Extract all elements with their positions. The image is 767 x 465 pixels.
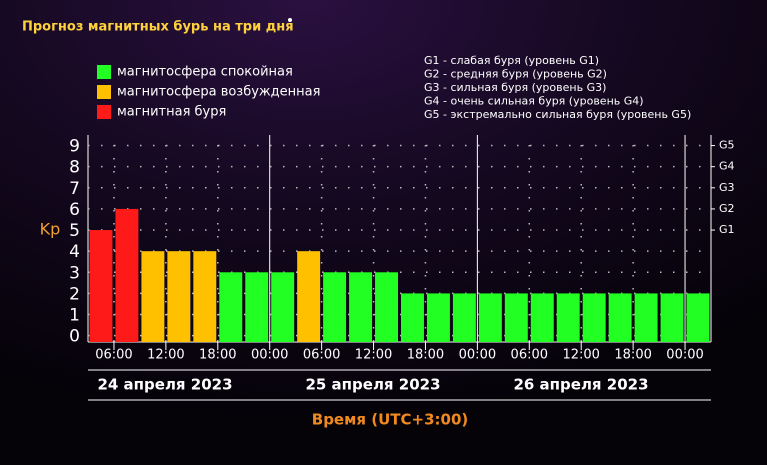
- x-axis-label: Время (UTC+3:00): [312, 411, 468, 429]
- bar: [89, 230, 113, 342]
- bar: [167, 251, 191, 342]
- x-tick-label: 12:00: [355, 348, 392, 363]
- y-tick-label: 4: [69, 242, 80, 262]
- y-axis-label: Kp: [40, 220, 61, 239]
- bar: [271, 272, 295, 342]
- bar: [556, 293, 580, 342]
- date-label: 25 апреля 2023: [305, 376, 440, 394]
- x-tick-label: 06:00: [303, 348, 340, 363]
- y-tick-label: 6: [69, 200, 80, 220]
- bar: [660, 293, 684, 342]
- y2-tick-label: G4: [719, 160, 735, 173]
- star: [288, 18, 292, 22]
- bar: [297, 251, 321, 342]
- bar: [349, 272, 373, 342]
- bar: [323, 272, 347, 342]
- bar: [115, 208, 139, 342]
- bar: [582, 293, 606, 342]
- y2-tick-label: G5: [719, 139, 735, 152]
- storm-level: G2 - средняя буря (уровень G2): [424, 68, 607, 81]
- bar: [504, 293, 528, 342]
- date-label: 24 апреля 2023: [97, 376, 232, 394]
- legend-swatch: [97, 85, 111, 99]
- x-tick-label: 00:00: [251, 348, 288, 363]
- legend-label: магнитосфера спокойная: [117, 65, 293, 80]
- chart-title: Прогноз магнитных бурь на три дня: [22, 20, 294, 35]
- date-label: 26 апреля 2023: [513, 376, 648, 394]
- y-tick-label: 7: [69, 179, 80, 199]
- y-tick-label: 0: [69, 327, 80, 347]
- y2-tick-label: G3: [719, 181, 735, 194]
- bar: [530, 293, 554, 342]
- bar: [426, 293, 450, 342]
- y-tick-label: 9: [69, 137, 80, 157]
- storm-level: G4 - очень сильная буря (уровень G4): [424, 95, 644, 108]
- y2-tick-label: G1: [719, 223, 735, 236]
- legend-swatch: [97, 65, 111, 79]
- y2-tick-label: G2: [719, 202, 735, 215]
- x-tick-label: 06:00: [511, 348, 548, 363]
- bar: [452, 293, 476, 342]
- storm-level: G1 - слабая буря (уровень G1): [424, 54, 599, 67]
- bar: [401, 293, 424, 342]
- bar: [219, 272, 243, 342]
- legend-label: магнитосфера возбужденная: [117, 85, 320, 100]
- x-tick-label: 18:00: [614, 348, 651, 363]
- x-tick-label: 06:00: [95, 348, 132, 363]
- storm-level: G5 - экстремально сильная буря (уровень …: [424, 108, 691, 121]
- y-tick-label: 2: [69, 284, 80, 304]
- x-tick-label: 12:00: [147, 348, 184, 363]
- x-tick-label: 18:00: [407, 348, 444, 363]
- bar: [375, 272, 398, 342]
- bar: [193, 251, 217, 342]
- legend-label: магнитная буря: [117, 105, 226, 120]
- x-tick-label: 12:00: [562, 348, 599, 363]
- x-tick-label: 18:00: [199, 348, 236, 363]
- bar: [245, 272, 269, 342]
- y-tick-label: 5: [69, 221, 80, 241]
- legend-swatch: [97, 105, 111, 119]
- bar: [686, 293, 710, 342]
- bar: [141, 251, 165, 342]
- y-tick-label: 8: [69, 158, 80, 178]
- storm-level: G3 - сильная буря (уровень G3): [424, 81, 606, 94]
- bar: [608, 293, 632, 342]
- x-tick-label: 00:00: [666, 348, 703, 363]
- y-tick-label: 1: [69, 306, 80, 326]
- x-tick-label: 00:00: [459, 348, 496, 363]
- bar: [634, 293, 658, 342]
- bar: [478, 293, 502, 342]
- y-tick-label: 3: [69, 263, 80, 283]
